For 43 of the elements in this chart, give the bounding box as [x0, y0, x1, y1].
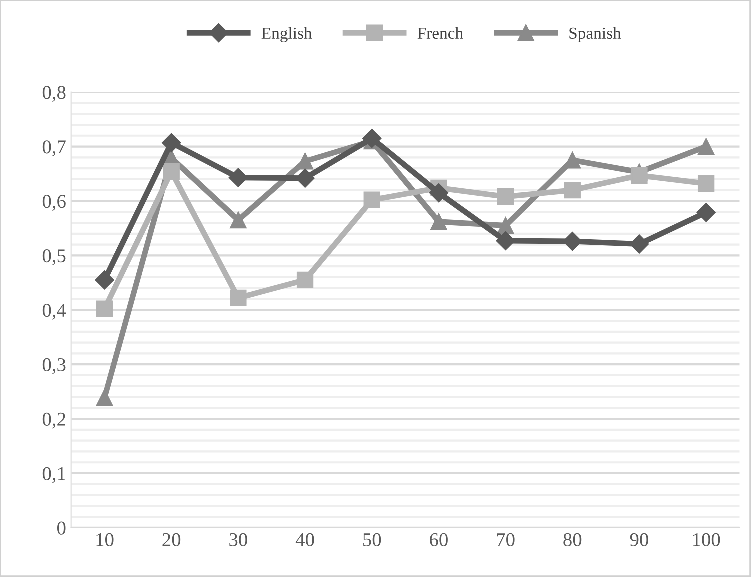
y-tick-label: 0,5: [42, 250, 66, 266]
point: [163, 163, 180, 180]
x-tick-label: 100: [693, 533, 720, 546]
point: [96, 300, 114, 318]
y-tick-label: 0,3: [42, 358, 66, 374]
point: [364, 192, 380, 208]
y-tick-label: 0,7: [42, 140, 66, 157]
point: [96, 389, 114, 406]
point: [429, 184, 448, 203]
y-tick-label: 0,4: [42, 304, 66, 320]
y-tick-label: 0,6: [42, 195, 66, 211]
x-tick-label: 90: [630, 533, 648, 546]
x-tick-label: 70: [497, 533, 515, 546]
x-tick-label: 50: [364, 533, 382, 546]
legend-label: English: [262, 27, 312, 42]
legend-label: French: [418, 27, 464, 40]
x-tick-label: 80: [564, 533, 582, 546]
point: [563, 232, 582, 252]
point: [631, 167, 648, 184]
point: [362, 129, 382, 148]
x-tick-label: 60: [430, 533, 448, 546]
x-tick-label: 20: [162, 533, 181, 546]
point: [497, 217, 514, 234]
x-tick-label: 10: [96, 533, 114, 546]
legend-label: Spanish: [570, 27, 622, 42]
point: [430, 214, 448, 230]
point: [95, 270, 114, 290]
point: [698, 175, 715, 192]
x-tick-label: 30: [230, 533, 248, 546]
point: [230, 290, 247, 306]
point: [564, 182, 581, 199]
y-tick-label: 0,1: [42, 467, 66, 484]
y-tick-label: 0,2: [42, 412, 66, 429]
point: [296, 272, 314, 289]
point: [698, 138, 715, 156]
y-tick-label: 0: [58, 522, 66, 535]
point: [162, 133, 182, 152]
point: [228, 168, 248, 188]
x-tick-label: 40: [296, 533, 314, 546]
point: [230, 212, 247, 229]
point: [497, 188, 514, 206]
y-tick-label: 0,8: [42, 86, 66, 102]
point: [696, 203, 716, 222]
